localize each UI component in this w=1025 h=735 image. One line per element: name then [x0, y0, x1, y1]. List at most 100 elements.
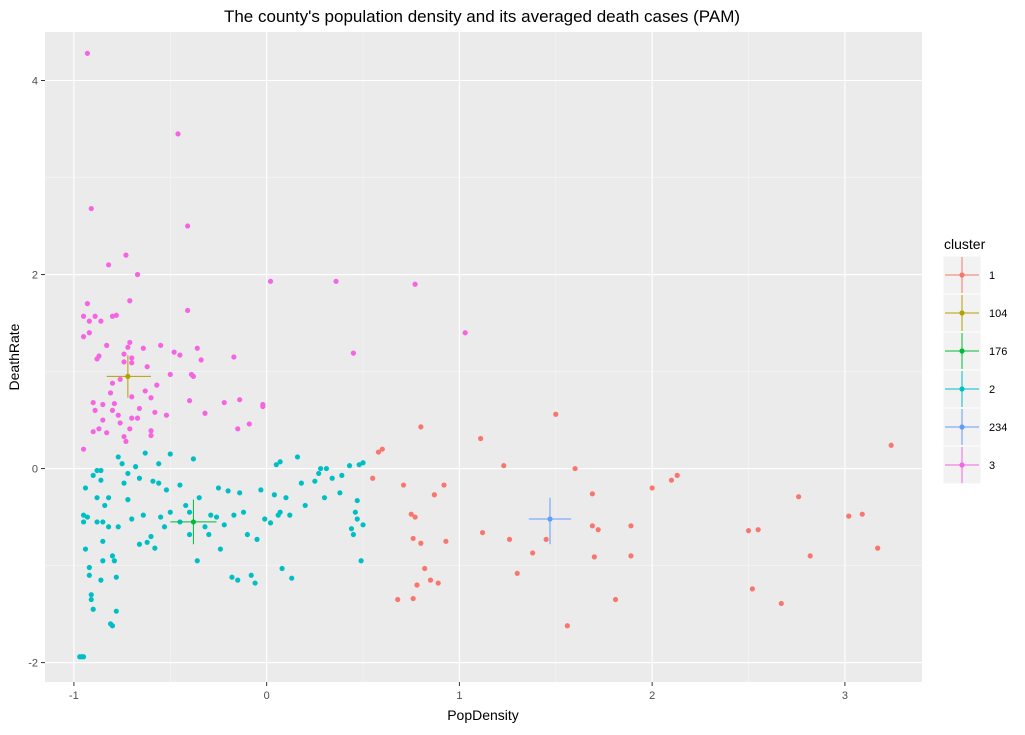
data-point-cluster-2	[206, 531, 212, 538]
data-point-cluster-1	[479, 529, 486, 536]
data-point-cluster-2	[140, 512, 146, 518]
data-point-cluster-1	[875, 545, 881, 551]
data-point-cluster-2	[113, 608, 119, 614]
data-point-cluster-1	[749, 586, 755, 592]
legend-key-point-2	[959, 386, 965, 392]
data-point-cluster-3	[163, 412, 170, 418]
data-point-cluster-1	[628, 553, 634, 559]
data-point-cluster-3	[198, 357, 204, 363]
data-point-cluster-2	[86, 564, 92, 571]
legend-key-point-1	[959, 272, 965, 278]
data-point-cluster-2	[202, 524, 208, 530]
data-point-cluster-3	[117, 420, 123, 426]
center-point-104	[125, 373, 131, 380]
data-point-cluster-2	[248, 572, 254, 578]
data-point-cluster-3	[121, 351, 127, 357]
data-point-cluster-3	[129, 415, 135, 421]
data-point-cluster-1	[778, 600, 784, 607]
legend-label-1: 1	[989, 270, 995, 282]
data-point-cluster-3	[113, 312, 119, 318]
data-point-cluster-2	[348, 526, 355, 532]
data-point-cluster-3	[333, 278, 339, 284]
data-point-cluster-2	[82, 546, 89, 552]
data-point-cluster-3	[134, 271, 141, 278]
data-point-cluster-3	[123, 438, 129, 445]
x-tick-label: 2	[649, 690, 655, 702]
data-point-cluster-3	[185, 223, 191, 229]
data-point-cluster-3	[260, 401, 266, 408]
data-point-cluster-2	[94, 467, 100, 474]
data-point-cluster-1	[674, 472, 680, 478]
grid-lines	[45, 32, 922, 682]
data-point-cluster-1	[435, 580, 441, 586]
data-point-cluster-2	[167, 509, 173, 515]
data-point-cluster-3	[175, 131, 181, 137]
data-point-cluster-1	[501, 463, 507, 469]
data-point-cluster-2	[84, 514, 91, 520]
legend-label-3: 3	[989, 460, 995, 472]
legend-label-234: 234	[989, 422, 1007, 434]
data-point-cluster-3	[194, 345, 200, 351]
data-point-cluster-2	[221, 522, 227, 528]
data-point-cluster-2	[125, 497, 131, 503]
x-tick-label: 3	[842, 690, 848, 702]
data-point-cluster-3	[80, 446, 87, 452]
data-point-cluster-3	[350, 350, 356, 356]
data-point-cluster-1	[846, 513, 852, 519]
data-point-cluster-2	[302, 502, 308, 509]
data-point-cluster-2	[312, 478, 318, 484]
data-point-cluster-3	[267, 278, 274, 284]
data-point-cluster-2	[358, 558, 364, 564]
data-point-cluster-3	[90, 429, 96, 435]
data-point-cluster-2	[158, 514, 164, 520]
data-point-cluster-2	[360, 460, 366, 466]
data-point-cluster-3	[90, 399, 96, 406]
data-point-cluster-2	[100, 519, 106, 525]
data-point-cluster-2	[129, 516, 135, 522]
data-point-cluster-1	[408, 511, 414, 517]
data-point-cluster-2	[125, 470, 131, 477]
data-point-cluster-2	[208, 512, 214, 518]
data-point-cluster-2	[161, 524, 168, 530]
plot-panel	[45, 32, 922, 682]
data-point-cluster-2	[156, 461, 162, 467]
data-point-cluster-2	[237, 490, 243, 496]
data-point-cluster-2	[142, 450, 148, 456]
data-point-cluster-3	[96, 426, 102, 432]
data-point-cluster-3	[80, 313, 87, 319]
data-point-cluster-2	[235, 577, 241, 583]
data-point-cluster-3	[235, 426, 241, 432]
data-point-cluster-1	[431, 492, 437, 498]
data-point-cluster-3	[154, 382, 160, 388]
data-point-cluster-2	[90, 606, 96, 612]
data-point-cluster-2	[186, 531, 193, 538]
center-point-234	[547, 516, 553, 522]
data-point-cluster-2	[329, 475, 335, 481]
x-tick-label: -1	[69, 690, 79, 702]
data-point-cluster-1	[506, 536, 513, 542]
data-point-cluster-2	[152, 545, 158, 551]
legend-label-2: 2	[989, 384, 995, 396]
data-point-cluster-2	[337, 490, 343, 496]
data-point-cluster-2	[98, 467, 104, 474]
data-point-cluster-3	[100, 417, 106, 423]
data-point-cluster-2	[252, 580, 258, 586]
data-point-cluster-1	[589, 523, 596, 529]
data-point-cluster-2	[100, 558, 106, 564]
data-point-cluster-2	[298, 480, 304, 486]
data-point-cluster-2	[279, 565, 285, 572]
data-point-cluster-1	[807, 553, 813, 559]
y-tick-label: 2	[32, 270, 38, 282]
data-point-cluster-2	[356, 462, 362, 468]
data-point-cluster-1	[418, 424, 424, 430]
data-point-cluster-2	[94, 495, 100, 501]
data-point-cluster-1	[370, 475, 376, 481]
legend-label-176: 176	[989, 346, 1007, 358]
center-point-176	[190, 519, 197, 525]
data-point-cluster-3	[86, 318, 92, 324]
data-point-cluster-1	[553, 411, 559, 417]
data-point-cluster-1	[591, 554, 597, 560]
data-point-cluster-2	[167, 451, 173, 457]
panel-background	[45, 32, 922, 682]
